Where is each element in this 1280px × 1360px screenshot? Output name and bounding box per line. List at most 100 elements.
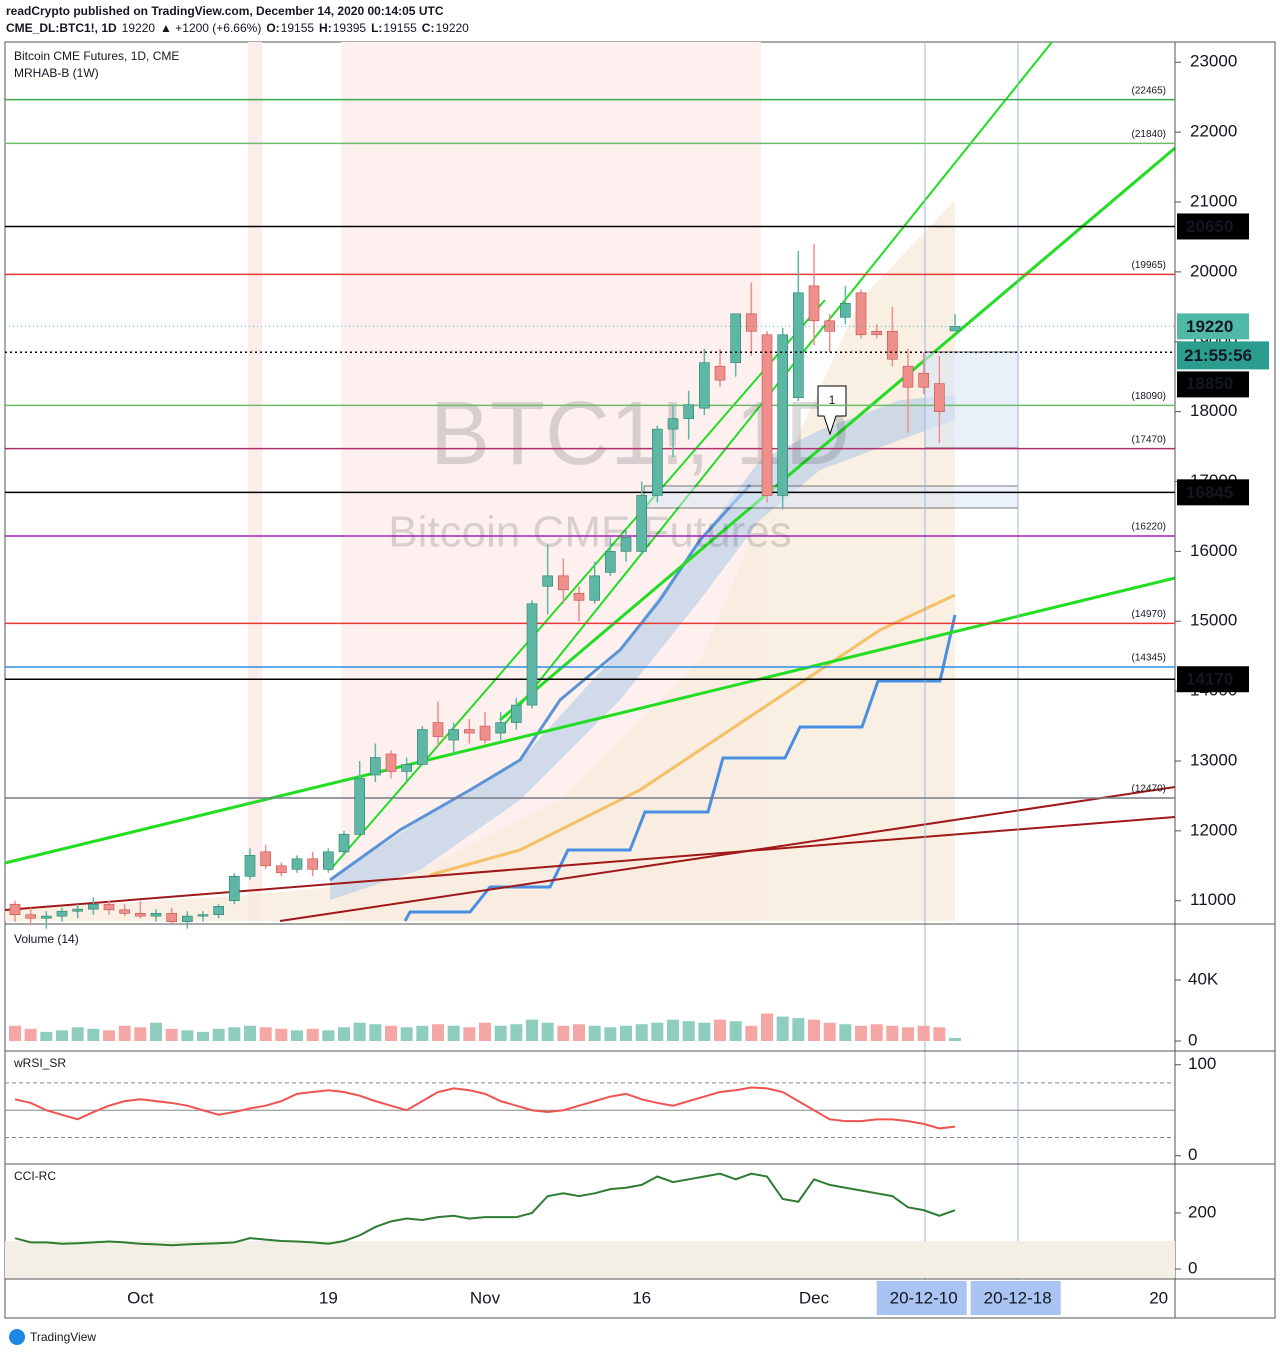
candle-body <box>605 551 616 573</box>
volume-bar <box>667 1019 680 1042</box>
y-tick-label: 15000 <box>1190 611 1237 630</box>
volume-bar <box>291 1030 304 1042</box>
volume-bar <box>761 1013 774 1042</box>
volume-bar <box>228 1027 241 1042</box>
candle-body <box>464 729 475 734</box>
candle-body <box>370 757 381 776</box>
candle-body <box>213 906 224 916</box>
volume-bar <box>651 1022 664 1042</box>
level-label: (22465) <box>1132 85 1166 96</box>
volume-bar <box>134 1027 147 1042</box>
candle-body <box>276 865 287 874</box>
candle-body <box>56 910 68 917</box>
legend-value: 19155 <box>383 21 417 35</box>
volume-bar <box>103 1030 116 1042</box>
candle-body <box>934 383 945 412</box>
countdown-box <box>1177 341 1269 370</box>
candle-body <box>699 362 710 409</box>
volume-bar <box>479 1022 492 1042</box>
candle-body <box>542 575 553 587</box>
callout <box>817 385 847 436</box>
volume-bar <box>588 1025 601 1042</box>
candle-body <box>636 495 647 552</box>
volume-bar <box>510 1024 523 1042</box>
volume-bar <box>604 1027 617 1042</box>
legend-label: L: <box>371 21 382 35</box>
legend-label: O: <box>266 21 279 35</box>
volume-bar <box>776 1016 789 1042</box>
candle-body <box>448 729 459 741</box>
candle-body <box>714 365 726 381</box>
volume-bar <box>917 1025 930 1042</box>
trend-line <box>4 576 1176 865</box>
volume-bar <box>275 1028 288 1042</box>
volume-bar <box>259 1027 272 1042</box>
x-tick-label: Nov <box>470 1288 501 1307</box>
candle-body <box>573 592 585 601</box>
volume-bar <box>9 1025 21 1042</box>
watermark: Bitcoin CME Futures <box>388 508 791 557</box>
volume-bar <box>729 1021 742 1042</box>
candle-body <box>840 303 851 318</box>
candle-body <box>385 753 397 772</box>
y-tick-label: 23000 <box>1190 52 1237 71</box>
y-tick-label: 22000 <box>1190 122 1237 141</box>
candle-body <box>855 292 867 336</box>
volume-bar <box>792 1018 805 1042</box>
volume-bar <box>165 1028 178 1042</box>
volume-bar <box>808 1019 821 1042</box>
level-label: (21840) <box>1132 129 1166 140</box>
legend-value: 19155 <box>281 21 315 35</box>
volume-bar <box>24 1028 37 1042</box>
volume-bar <box>823 1022 836 1042</box>
x-tick-label: Dec <box>799 1288 830 1307</box>
candle-body <box>41 915 52 919</box>
y-tick-label: 16000 <box>1190 541 1237 560</box>
y-tick-label: 13000 <box>1190 750 1237 769</box>
ribbon <box>330 395 955 900</box>
chart-title: Bitcoin CME Futures, 1D, CME <box>14 49 179 63</box>
indicator-name: MRHAB-B (1W) <box>14 66 99 80</box>
candle-body <box>166 913 177 922</box>
x-tick-label: 16 <box>632 1288 651 1307</box>
legend-label: H: <box>319 21 332 35</box>
price-label-box <box>1177 313 1249 340</box>
volume-bar <box>745 1025 758 1042</box>
candle-body <box>887 330 898 360</box>
volume-bar <box>902 1027 915 1042</box>
indicator-line <box>14 1086 956 1130</box>
candle-body <box>182 915 193 922</box>
candle-body <box>9 903 21 916</box>
candle-body <box>949 326 961 332</box>
volume-bar <box>855 1025 868 1042</box>
price-label: 18850 <box>1186 374 1233 393</box>
candle-body <box>526 603 538 706</box>
candle-body <box>244 855 256 877</box>
panel-title: Volume (14) <box>14 932 79 946</box>
legend-value: 19395 <box>333 21 367 35</box>
indicator-line <box>14 1172 956 1247</box>
panel-title: CCI-RC <box>14 1169 56 1183</box>
price-label: 14170 <box>1186 670 1233 689</box>
trend-line <box>4 816 1176 911</box>
y-tick-label: 18000 <box>1190 401 1237 420</box>
candle-body <box>119 909 130 914</box>
x-label-highlight <box>970 1281 1061 1315</box>
volume-bar <box>886 1025 899 1042</box>
volume-bar <box>635 1024 648 1042</box>
y-tick-label: 20000 <box>1190 261 1237 280</box>
y-tick-label: 200 <box>1188 1202 1216 1221</box>
legend-label: C: <box>422 21 435 35</box>
candle-body <box>338 834 350 853</box>
volume-bar <box>949 1037 962 1042</box>
candle-body <box>777 334 788 496</box>
zone <box>248 42 262 921</box>
volume-bar <box>714 1019 727 1042</box>
level-label: (17470) <box>1132 434 1166 445</box>
candle-body <box>746 313 757 332</box>
level-label: (18090) <box>1132 391 1166 402</box>
candle-body <box>730 313 741 364</box>
candle-body <box>667 418 679 430</box>
candle-body <box>103 903 115 911</box>
candle-body <box>902 365 914 388</box>
